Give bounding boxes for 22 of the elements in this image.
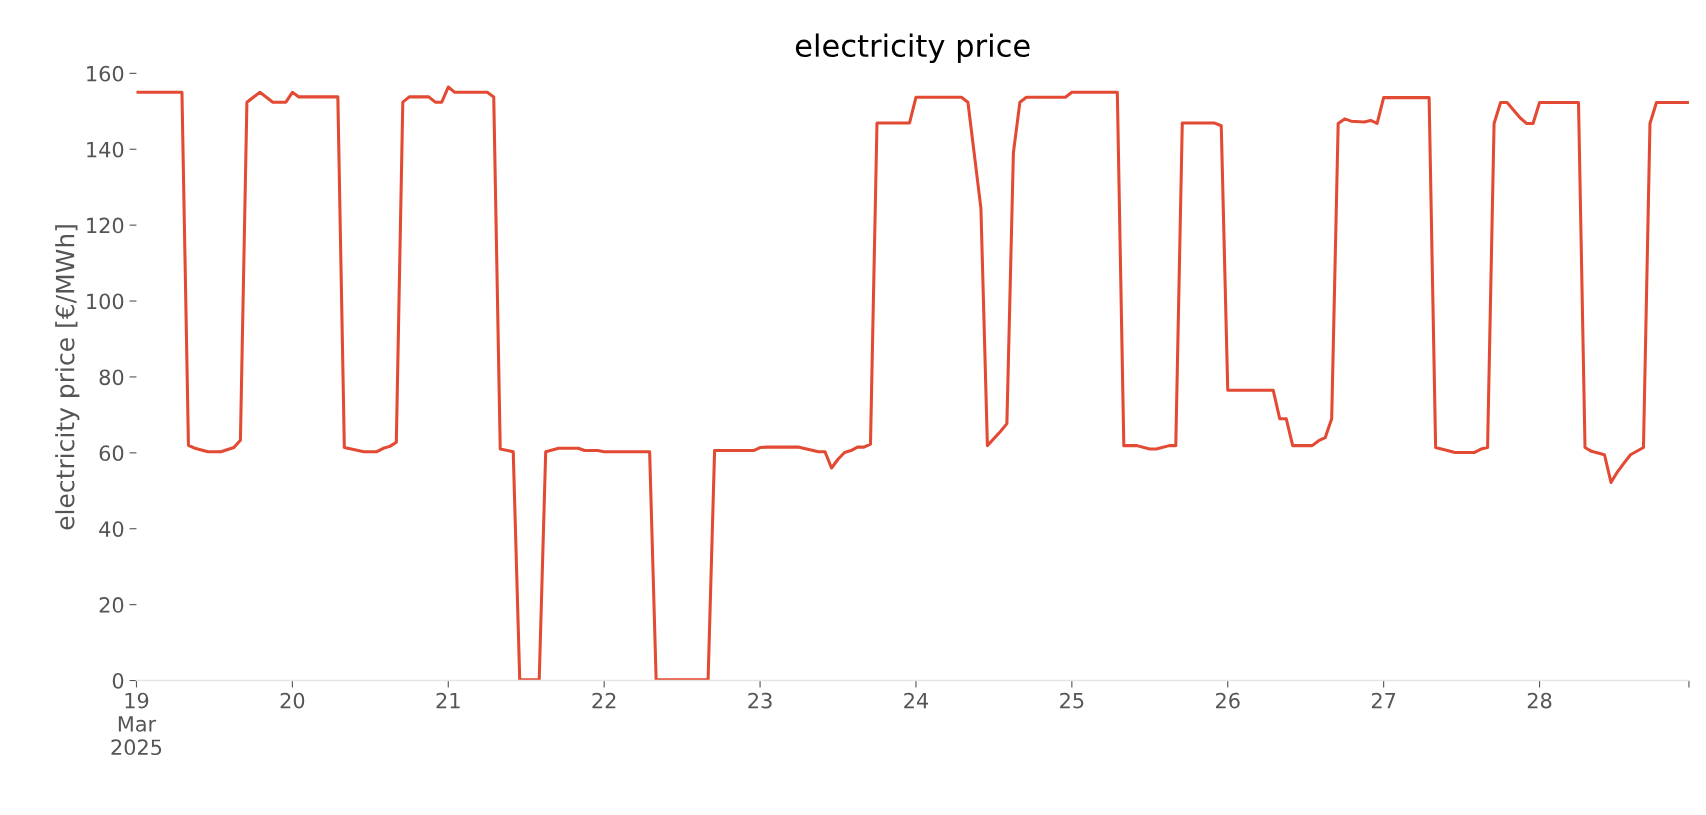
y-tick-label: 40 (99, 521, 124, 537)
y-tick-label: 80 (99, 369, 124, 386)
x-tick-label: 20 (280, 692, 305, 709)
chart-title: electricity price (795, 33, 1030, 64)
y-tick-label: 20 (99, 597, 124, 613)
x-tick-label: 28 (1527, 692, 1552, 709)
x-tick-label: 26 (1216, 692, 1240, 709)
y-tick-label: 60 (99, 445, 124, 462)
x-tick-label: 24 (904, 692, 929, 709)
y-tick-label: 0 (112, 672, 124, 689)
y-axis-title: electricity price [€/MWh] (55, 225, 80, 530)
y-tick-label: 100 (87, 293, 124, 310)
x-tick-label: 21 (436, 692, 460, 709)
x-tick-label: 23 (748, 692, 772, 709)
x-tick-label: 19 Mar 2025 (111, 692, 162, 756)
y-tick-label: 120 (87, 217, 124, 234)
y-tick-label: 140 (87, 141, 124, 158)
x-tick-label: 25 (1060, 692, 1084, 709)
line-series (136, 85, 1689, 681)
y-tick-label: 160 (87, 65, 124, 82)
x-tick-label: 22 (592, 692, 616, 709)
x-tick-label: 27 (1371, 692, 1396, 709)
